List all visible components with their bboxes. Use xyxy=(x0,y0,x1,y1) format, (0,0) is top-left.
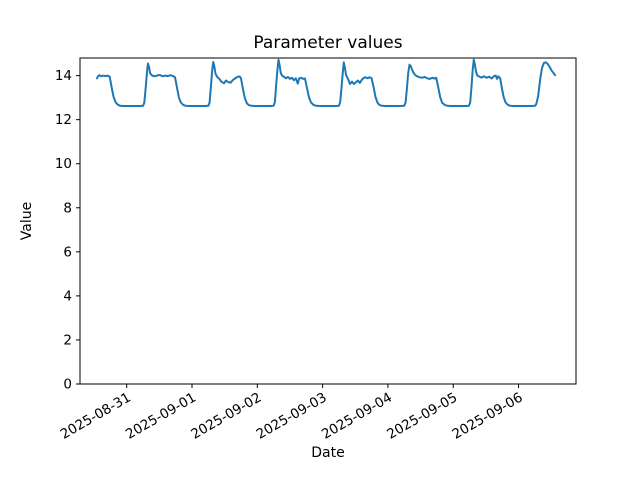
chart-title: Parameter values xyxy=(253,33,402,53)
y-tick-label: 0 xyxy=(63,377,72,393)
x-tick-label: 2025-09-03 xyxy=(254,390,330,443)
series-line xyxy=(96,58,557,107)
x-axis-ticks: 2025-08-312025-09-012025-09-022025-09-03… xyxy=(58,384,526,443)
x-tick-label: 2025-09-06 xyxy=(450,390,526,443)
y-tick-label: 10 xyxy=(55,156,72,172)
y-axis-label: Value xyxy=(19,202,35,240)
y-tick-label: 8 xyxy=(63,200,72,216)
x-tick-label: 2025-09-04 xyxy=(319,390,395,443)
x-tick-label: 2025-09-05 xyxy=(384,390,460,443)
x-tick-label: 2025-08-31 xyxy=(58,390,134,443)
plot-area-border xyxy=(79,57,577,385)
x-axis-label: Date xyxy=(311,445,344,461)
x-tick-label: 2025-09-01 xyxy=(123,390,199,443)
y-tick-label: 2 xyxy=(63,332,72,348)
y-tick-label: 14 xyxy=(55,68,72,84)
y-tick-label: 4 xyxy=(63,288,72,304)
x-tick-label: 2025-09-02 xyxy=(188,390,264,443)
y-tick-label: 12 xyxy=(55,112,72,128)
y-axis-ticks: 0 2 4 6 8 10 12 14 xyxy=(55,68,80,393)
y-tick-label: 6 xyxy=(63,244,72,260)
